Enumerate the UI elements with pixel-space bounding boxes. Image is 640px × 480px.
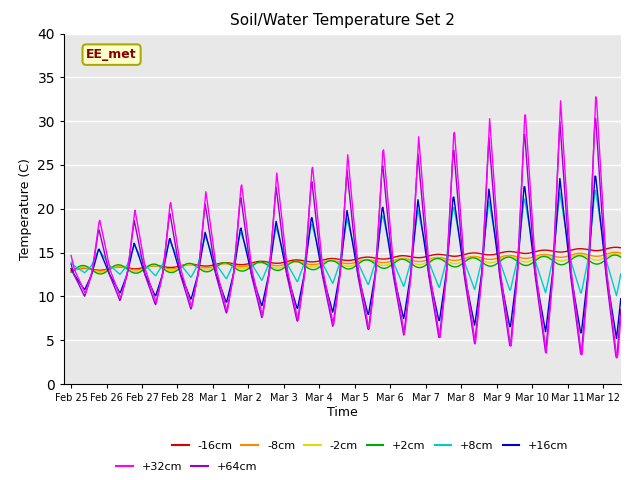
-16cm [67, 268, 75, 274]
+2cm [282, 264, 289, 270]
-2cm [611, 251, 619, 256]
+32cm [433, 320, 441, 325]
X-axis label: Time: Time [327, 406, 358, 419]
-8cm [132, 267, 140, 273]
+8cm [591, 188, 599, 193]
Legend: +32cm, +64cm: +32cm, +64cm [111, 457, 262, 477]
Line: -2cm: -2cm [71, 253, 621, 273]
-2cm [260, 260, 268, 266]
Line: -16cm: -16cm [71, 247, 621, 271]
+16cm [612, 336, 620, 341]
+2cm [67, 269, 75, 275]
-16cm [233, 262, 241, 267]
+32cm [233, 238, 241, 243]
+64cm [612, 355, 620, 360]
+32cm [592, 94, 600, 100]
+16cm [403, 299, 410, 304]
+64cm [433, 325, 441, 331]
+2cm [97, 271, 104, 277]
+2cm [403, 258, 411, 264]
-8cm [67, 268, 75, 274]
+32cm [281, 241, 289, 247]
-2cm [97, 270, 104, 276]
+2cm [260, 260, 268, 266]
-8cm [617, 250, 625, 256]
+64cm [233, 237, 241, 243]
Line: +8cm: +8cm [71, 191, 621, 296]
Line: +16cm: +16cm [71, 176, 621, 338]
+16cm [617, 296, 625, 301]
-8cm [611, 250, 619, 255]
+8cm [67, 259, 75, 265]
-16cm [281, 259, 289, 265]
+16cm [591, 173, 599, 179]
Line: +64cm: +64cm [71, 118, 621, 358]
-16cm [403, 253, 410, 259]
Line: +32cm: +32cm [71, 97, 621, 358]
+16cm [433, 311, 441, 316]
Y-axis label: Temperature (C): Temperature (C) [19, 158, 32, 260]
+8cm [433, 280, 441, 286]
-8cm [403, 256, 411, 262]
+64cm [403, 309, 410, 315]
+8cm [132, 244, 140, 250]
Line: +2cm: +2cm [71, 255, 621, 274]
+16cm [67, 266, 75, 272]
+64cm [67, 261, 75, 267]
-2cm [282, 263, 289, 268]
-16cm [612, 244, 620, 250]
-8cm [434, 254, 442, 260]
-8cm [282, 261, 289, 267]
-16cm [260, 259, 268, 264]
+8cm [233, 247, 241, 252]
+16cm [132, 244, 140, 250]
+32cm [617, 314, 625, 320]
+8cm [617, 271, 625, 276]
+16cm [281, 260, 289, 266]
-8cm [234, 264, 241, 269]
-16cm [132, 266, 140, 272]
+2cm [617, 254, 625, 260]
-16cm [433, 252, 441, 257]
-8cm [260, 260, 268, 266]
+8cm [260, 273, 268, 279]
+64cm [617, 307, 625, 312]
+8cm [281, 253, 289, 259]
Line: -8cm: -8cm [71, 252, 621, 271]
-16cm [617, 245, 625, 251]
-8cm [96, 268, 104, 274]
-2cm [67, 269, 75, 275]
+32cm [260, 306, 268, 312]
+64cm [260, 303, 268, 309]
-2cm [617, 252, 625, 258]
+2cm [611, 252, 619, 258]
+8cm [403, 274, 410, 280]
-2cm [132, 269, 140, 275]
+64cm [591, 115, 599, 121]
-2cm [403, 257, 411, 263]
+32cm [132, 211, 140, 216]
-2cm [434, 255, 442, 261]
+64cm [132, 224, 140, 230]
+32cm [403, 314, 410, 320]
+64cm [281, 254, 289, 260]
+16cm [260, 294, 268, 300]
+8cm [612, 293, 620, 299]
+2cm [234, 267, 241, 273]
+32cm [67, 252, 75, 258]
Text: EE_met: EE_met [86, 48, 137, 61]
-2cm [234, 265, 241, 271]
+16cm [233, 251, 241, 256]
+2cm [434, 256, 442, 262]
+2cm [132, 270, 140, 276]
Title: Soil/Water Temperature Set 2: Soil/Water Temperature Set 2 [230, 13, 455, 28]
+32cm [613, 355, 621, 360]
